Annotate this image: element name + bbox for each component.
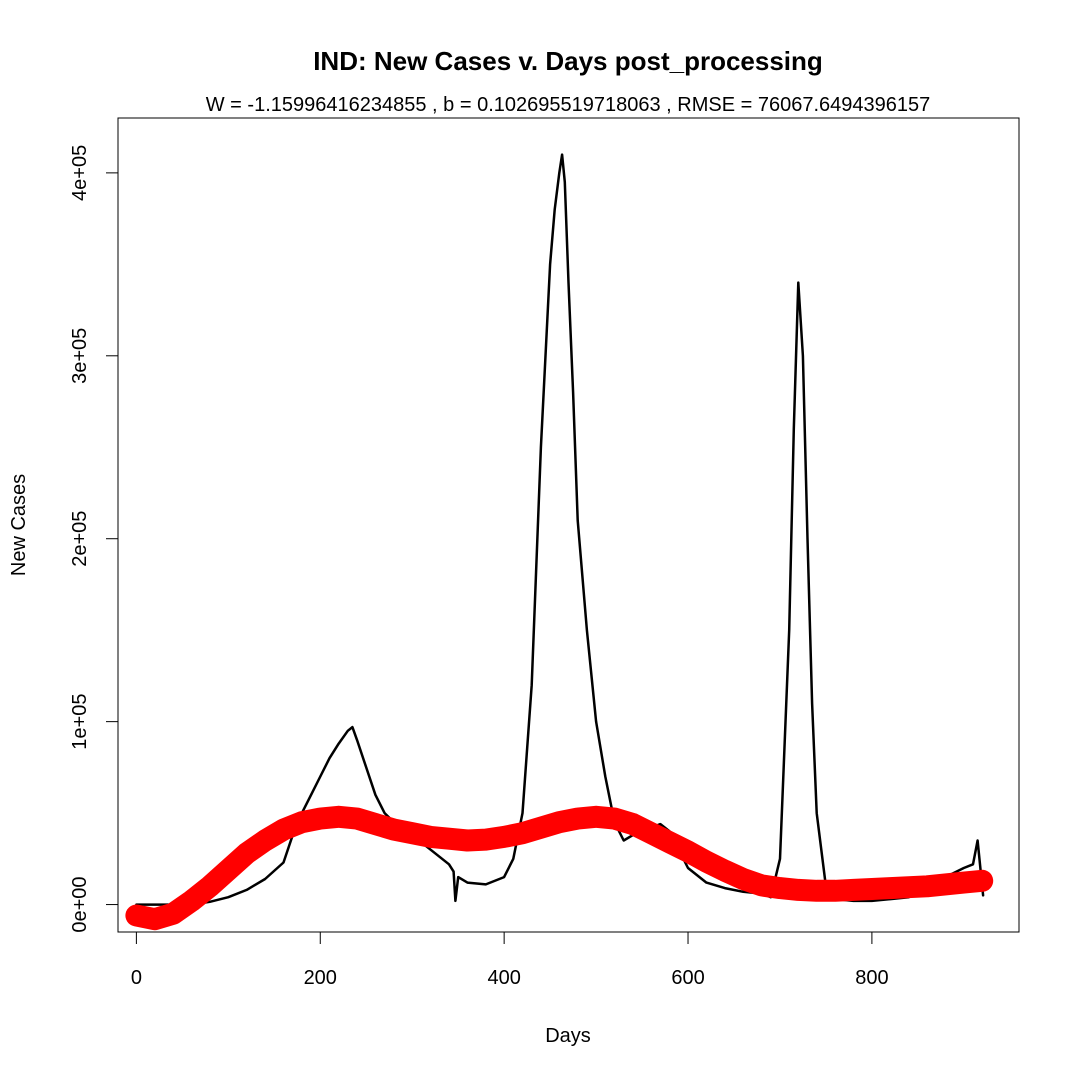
y-axis-label: New Cases bbox=[8, 474, 30, 576]
x-tick-label: 800 bbox=[855, 967, 888, 989]
y-tick-label: 1e+05 bbox=[69, 694, 91, 750]
chart-title: IND: New Cases v. Days post_processing bbox=[313, 46, 823, 76]
y-tick-label: 0e+00 bbox=[69, 876, 91, 932]
y-tick-label: 2e+05 bbox=[69, 511, 91, 567]
chart-subtitle: W = -1.15996416234855 , b = 0.1026955197… bbox=[206, 94, 931, 116]
x-axis: 0 200 400 600 800 bbox=[131, 931, 889, 989]
fitted-curve-series bbox=[125, 805, 994, 931]
x-axis-label: Days bbox=[545, 1025, 591, 1047]
y-axis: 0e+00 1e+05 2e+05 3e+05 4e+05 bbox=[69, 145, 119, 933]
x-tick-label: 0 bbox=[131, 967, 142, 989]
y-tick-label: 3e+05 bbox=[69, 328, 91, 384]
x-tick-label: 600 bbox=[671, 967, 704, 989]
x-tick-label: 400 bbox=[487, 967, 520, 989]
x-tick-label: 200 bbox=[304, 967, 337, 989]
y-tick-label: 4e+05 bbox=[69, 145, 91, 201]
series-layer bbox=[125, 153, 994, 931]
new-cases-series bbox=[135, 153, 985, 906]
